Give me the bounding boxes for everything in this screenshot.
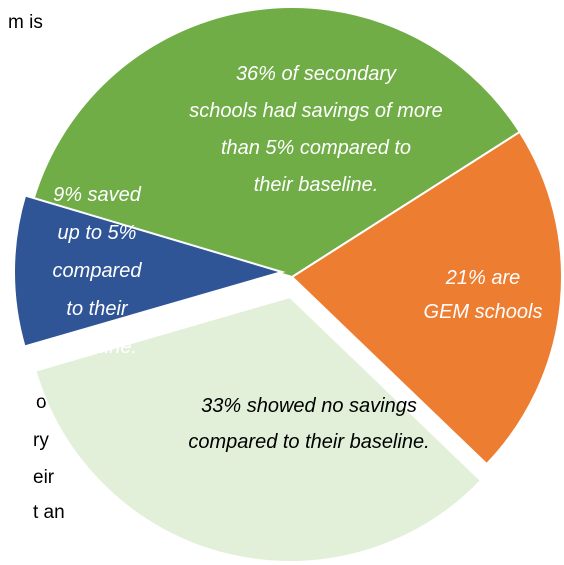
- pie-label-line: schools had savings of more: [189, 100, 442, 122]
- pie-slices: [13, 6, 563, 563]
- background-text-fragment: eir: [33, 467, 55, 488]
- pie-label-line: up to 5%: [58, 222, 137, 244]
- pie-slice-gem-schools: [290, 130, 563, 466]
- pie-label-line: their baseline.: [254, 174, 379, 196]
- background-text-fragment: t an: [33, 502, 65, 523]
- pie-label-line: than 5% compared to: [221, 137, 411, 159]
- pie-label-gem-schools: 21% are GEM schools: [424, 267, 543, 323]
- pie-slice-no-savings: [34, 295, 483, 563]
- pie-label-saved-up-to-5: 9% saved up to 5% compared to their baseline…: [53, 184, 143, 358]
- pie-label-line: to their: [66, 298, 128, 320]
- pie-slice-secondary-savings: [31, 6, 522, 279]
- pie-label-line: 9% saved: [53, 184, 142, 206]
- background-text-fragment: o: [36, 392, 47, 413]
- pie-slice-labels: 36% of secondary schools had savings of m…: [53, 63, 543, 453]
- pie-label-no-savings: 33% showed no savings compared to their b…: [188, 395, 429, 453]
- pie-label-line: compared to their baseline.: [188, 431, 429, 453]
- pie-label-line: GEM schools: [424, 301, 543, 323]
- background-text-fragment: m is: [8, 12, 43, 33]
- pie-label-line: 21% are: [445, 267, 521, 289]
- pie-label-line: compared: [53, 260, 143, 282]
- pie-label-line: 36% of secondary: [236, 63, 397, 85]
- background-text-fragment: ry: [33, 430, 49, 451]
- pie-label-line: baseline.: [57, 336, 137, 358]
- pie-label-secondary-savings: 36% of secondary schools had savings of m…: [189, 63, 442, 196]
- pie-slice-saved-up-to-5: [13, 194, 286, 348]
- pie-label-line: 33% showed no savings: [201, 395, 417, 417]
